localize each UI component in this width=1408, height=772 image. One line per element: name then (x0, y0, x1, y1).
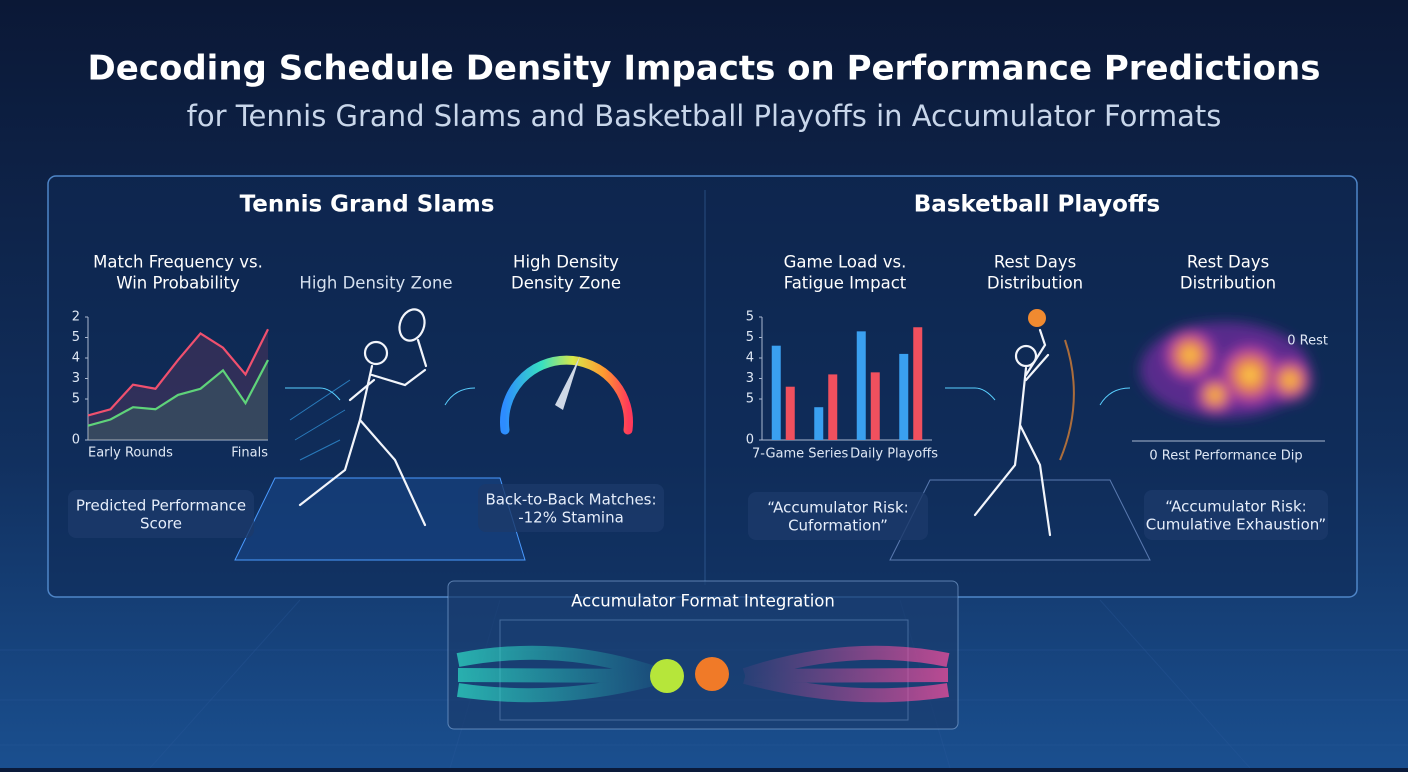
title: Decoding Schedule Density Impacts on Per… (88, 49, 1321, 89)
heat-title: Distribution (1180, 274, 1276, 293)
heat-axis-label: 0 Rest Performance Dip (1149, 449, 1302, 464)
ball (1028, 309, 1046, 327)
bar (814, 407, 824, 440)
bar (913, 327, 923, 440)
info-text: -12% Stamina (518, 509, 624, 527)
gauge-arc (500, 355, 633, 435)
y-tick-label: 5 (72, 330, 80, 345)
connector (1099, 387, 1131, 406)
y-tick-label: 3 (746, 371, 754, 386)
info-text: Cumulative Exhaustion” (1146, 516, 1326, 534)
y-tick-label: 4 (746, 351, 754, 366)
bar (771, 345, 781, 440)
gauge-title: Density Zone (511, 274, 621, 293)
y-tick-label: 5 (72, 392, 80, 407)
heat-title: Distribution (987, 274, 1083, 293)
y-tick-label: 5 (746, 310, 754, 325)
area (88, 360, 268, 440)
y-tick-label: 0 (746, 433, 754, 448)
x-tick-label: Daily Playoffs (850, 447, 938, 462)
info-text: Cuformation” (788, 517, 888, 535)
info-text: Score (140, 515, 182, 533)
info-box (68, 490, 254, 538)
heat-title: Rest Days (994, 253, 1076, 272)
x-tick-label: Early Rounds (88, 446, 173, 461)
tennis-player (298, 308, 428, 527)
chart-title: Game Load vs. (784, 253, 907, 272)
footer-title: Accumulator Format Integration (571, 592, 835, 611)
info-box (478, 484, 664, 532)
heat-title: Rest Days (1187, 253, 1269, 272)
y-tick-label: 4 (72, 351, 80, 366)
chart-title: Match Frequency vs. (93, 253, 263, 272)
zone-label: High Density Zone (299, 274, 452, 293)
bar (785, 386, 795, 440)
gauge-needle (555, 356, 580, 410)
info-text: “Accumulator Risk: (767, 499, 908, 517)
basketball-player (973, 328, 1052, 537)
line (87, 359, 269, 427)
bar (828, 374, 838, 440)
bar (856, 331, 866, 440)
heatmap (1140, 322, 1315, 418)
info-text: “Accumulator Risk: (1165, 498, 1306, 516)
motion-lines (1059, 339, 1075, 461)
info-box (748, 492, 928, 540)
motion-lines (289, 379, 351, 461)
section-title: Tennis Grand Slams (240, 192, 495, 218)
y-tick-label: 5 (746, 392, 754, 407)
basketball (695, 657, 729, 691)
flow-streams (456, 645, 950, 703)
gauge-title: High Density (513, 253, 619, 272)
bar (899, 353, 909, 440)
bar (870, 372, 880, 440)
section-title: Basketball Playoffs (914, 192, 1160, 218)
y-tick-label: 3 (72, 371, 80, 386)
info-box (1144, 490, 1328, 540)
chart-title: Fatigue Impact (784, 274, 907, 293)
y-tick-label: 2 (72, 310, 80, 325)
chart-title: Win Probability (116, 274, 240, 293)
info-text: Back-to-Back Matches: (485, 491, 656, 509)
y-tick-label: 5 (746, 330, 754, 345)
x-tick-label: Finals (231, 446, 268, 461)
subtitle: for Tennis Grand Slams and Basketball Pl… (187, 99, 1222, 133)
connector (285, 387, 341, 401)
line (87, 328, 269, 417)
x-tick-label: 7-Game Series (752, 447, 848, 462)
connector (945, 387, 996, 401)
connector (444, 387, 476, 406)
y-tick-label: 0 (72, 433, 80, 448)
heat-label: 0 Rest (1287, 334, 1328, 349)
area (88, 329, 268, 440)
info-text: Predicted Performance (76, 497, 246, 515)
tennis-ball (650, 659, 684, 693)
